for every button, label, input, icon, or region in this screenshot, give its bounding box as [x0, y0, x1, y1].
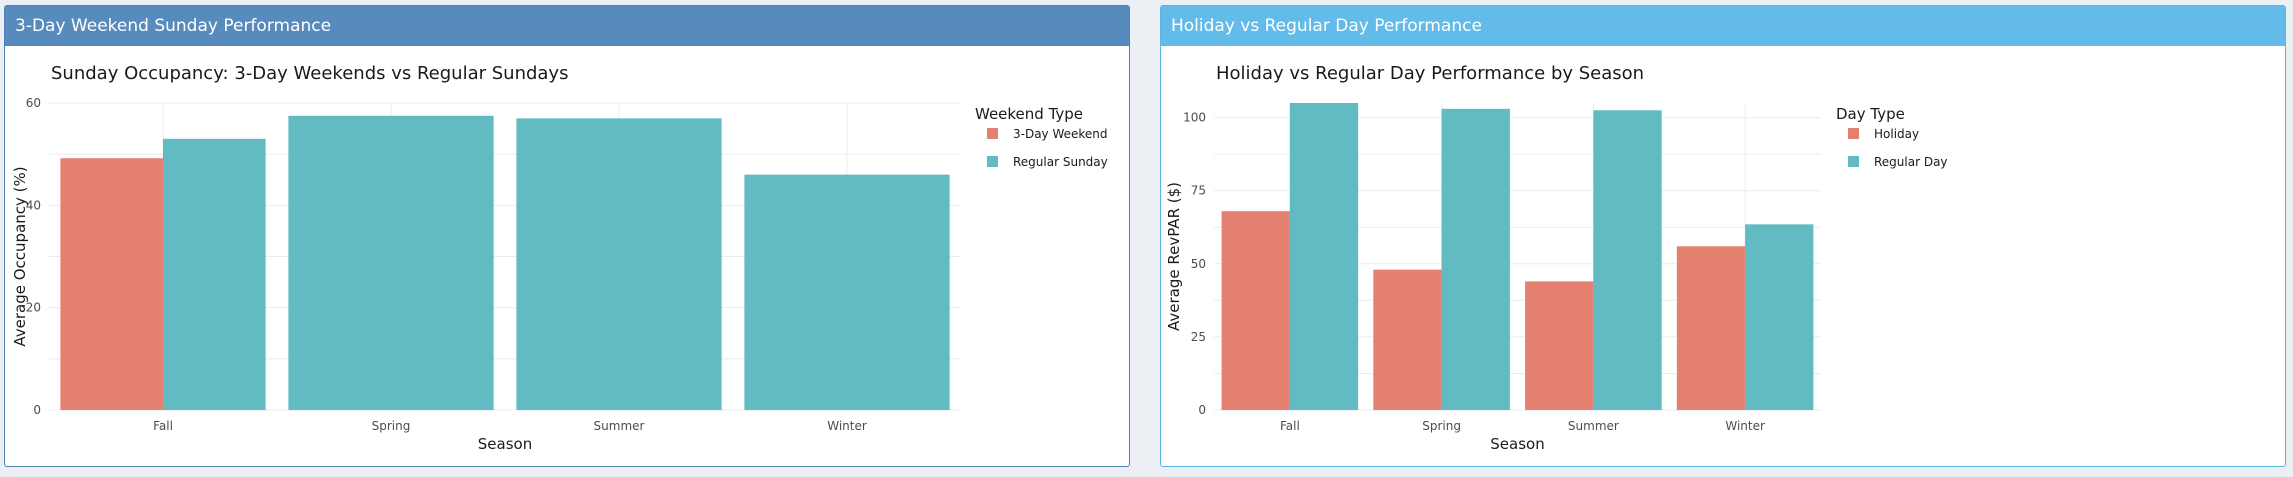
occupancy-bar-chart: 0 20 40 60 Fall Spring Summer Winter Sunday Occu… — [11, 63, 1108, 453]
y-axis-title: Average Occupancy (%) — [11, 166, 29, 346]
x-tick-label: Winter — [827, 419, 867, 433]
panel-header-title: 3-Day Weekend Sunday Performance — [5, 6, 1129, 46]
legend-label: Holiday — [1874, 127, 1919, 141]
x-tick-label: Summer — [594, 419, 645, 433]
y-tick-label: 75 — [1191, 184, 1206, 198]
bar — [163, 138, 266, 411]
y-axis-title: Average RevPAR ($) — [1165, 182, 1183, 331]
bar — [288, 115, 494, 411]
bar — [516, 118, 722, 410]
x-tick-label: Fall — [1280, 419, 1300, 433]
bar — [1441, 108, 1510, 410]
legend-swatch — [987, 156, 998, 167]
chart-title: Holiday vs Regular Day Performance by Se… — [1216, 63, 1644, 84]
bar — [1593, 110, 1662, 411]
x-axis-title: Season — [1490, 435, 1544, 453]
x-tick-label: Fall — [153, 419, 173, 433]
y-tick-label: 100 — [1183, 111, 1206, 125]
bar — [1221, 211, 1290, 410]
x-tick-label: Summer — [1568, 419, 1619, 433]
panel-header-title: Holiday vs Regular Day Performance — [1161, 6, 2285, 46]
legend-label: Regular Day — [1874, 155, 1948, 169]
bar — [1525, 281, 1594, 410]
y-tick-label: 0 — [1198, 403, 1206, 417]
chart-title: Sunday Occupancy: 3-Day Weekends vs Regu… — [51, 63, 568, 84]
legend-swatch — [987, 128, 998, 139]
x-tick-label: Spring — [1422, 419, 1461, 433]
x-axis-title: Season — [478, 435, 532, 453]
panel-holiday-performance: Holiday vs Regular Day Performance 0 25 50… — [1160, 5, 2286, 467]
panel-sunday-performance: 3-Day Weekend Sunday Performance 0 20 40 60… — [4, 5, 1130, 467]
bar — [1676, 246, 1746, 410]
bar — [1745, 224, 1814, 410]
legend-swatch — [1848, 156, 1859, 167]
y-tick-label: 0 — [33, 403, 41, 417]
y-tick-label: 20 — [26, 301, 41, 315]
revpar-bar-chart: 0 25 50 75 100 Fall Spring Summer Winter Holiday … — [1165, 63, 1948, 453]
legend-swatch — [1848, 128, 1859, 139]
bar — [1373, 269, 1442, 410]
x-tick-label: Spring — [372, 419, 411, 433]
bar — [60, 158, 163, 410]
x-tick-label: Winter — [1725, 419, 1765, 433]
legend-title: Day Type — [1836, 105, 1905, 123]
y-tick-label: 25 — [1191, 330, 1206, 344]
legend-label: 3-Day Weekend — [1013, 127, 1108, 141]
legend-title: Weekend Type — [975, 105, 1083, 123]
y-tick-label: 50 — [1191, 257, 1206, 271]
y-tick-label: 60 — [26, 96, 41, 110]
bar — [744, 174, 950, 410]
legend-label: Regular Sunday — [1013, 155, 1108, 169]
bar — [1289, 103, 1359, 410]
y-tick-label: 40 — [26, 198, 41, 212]
